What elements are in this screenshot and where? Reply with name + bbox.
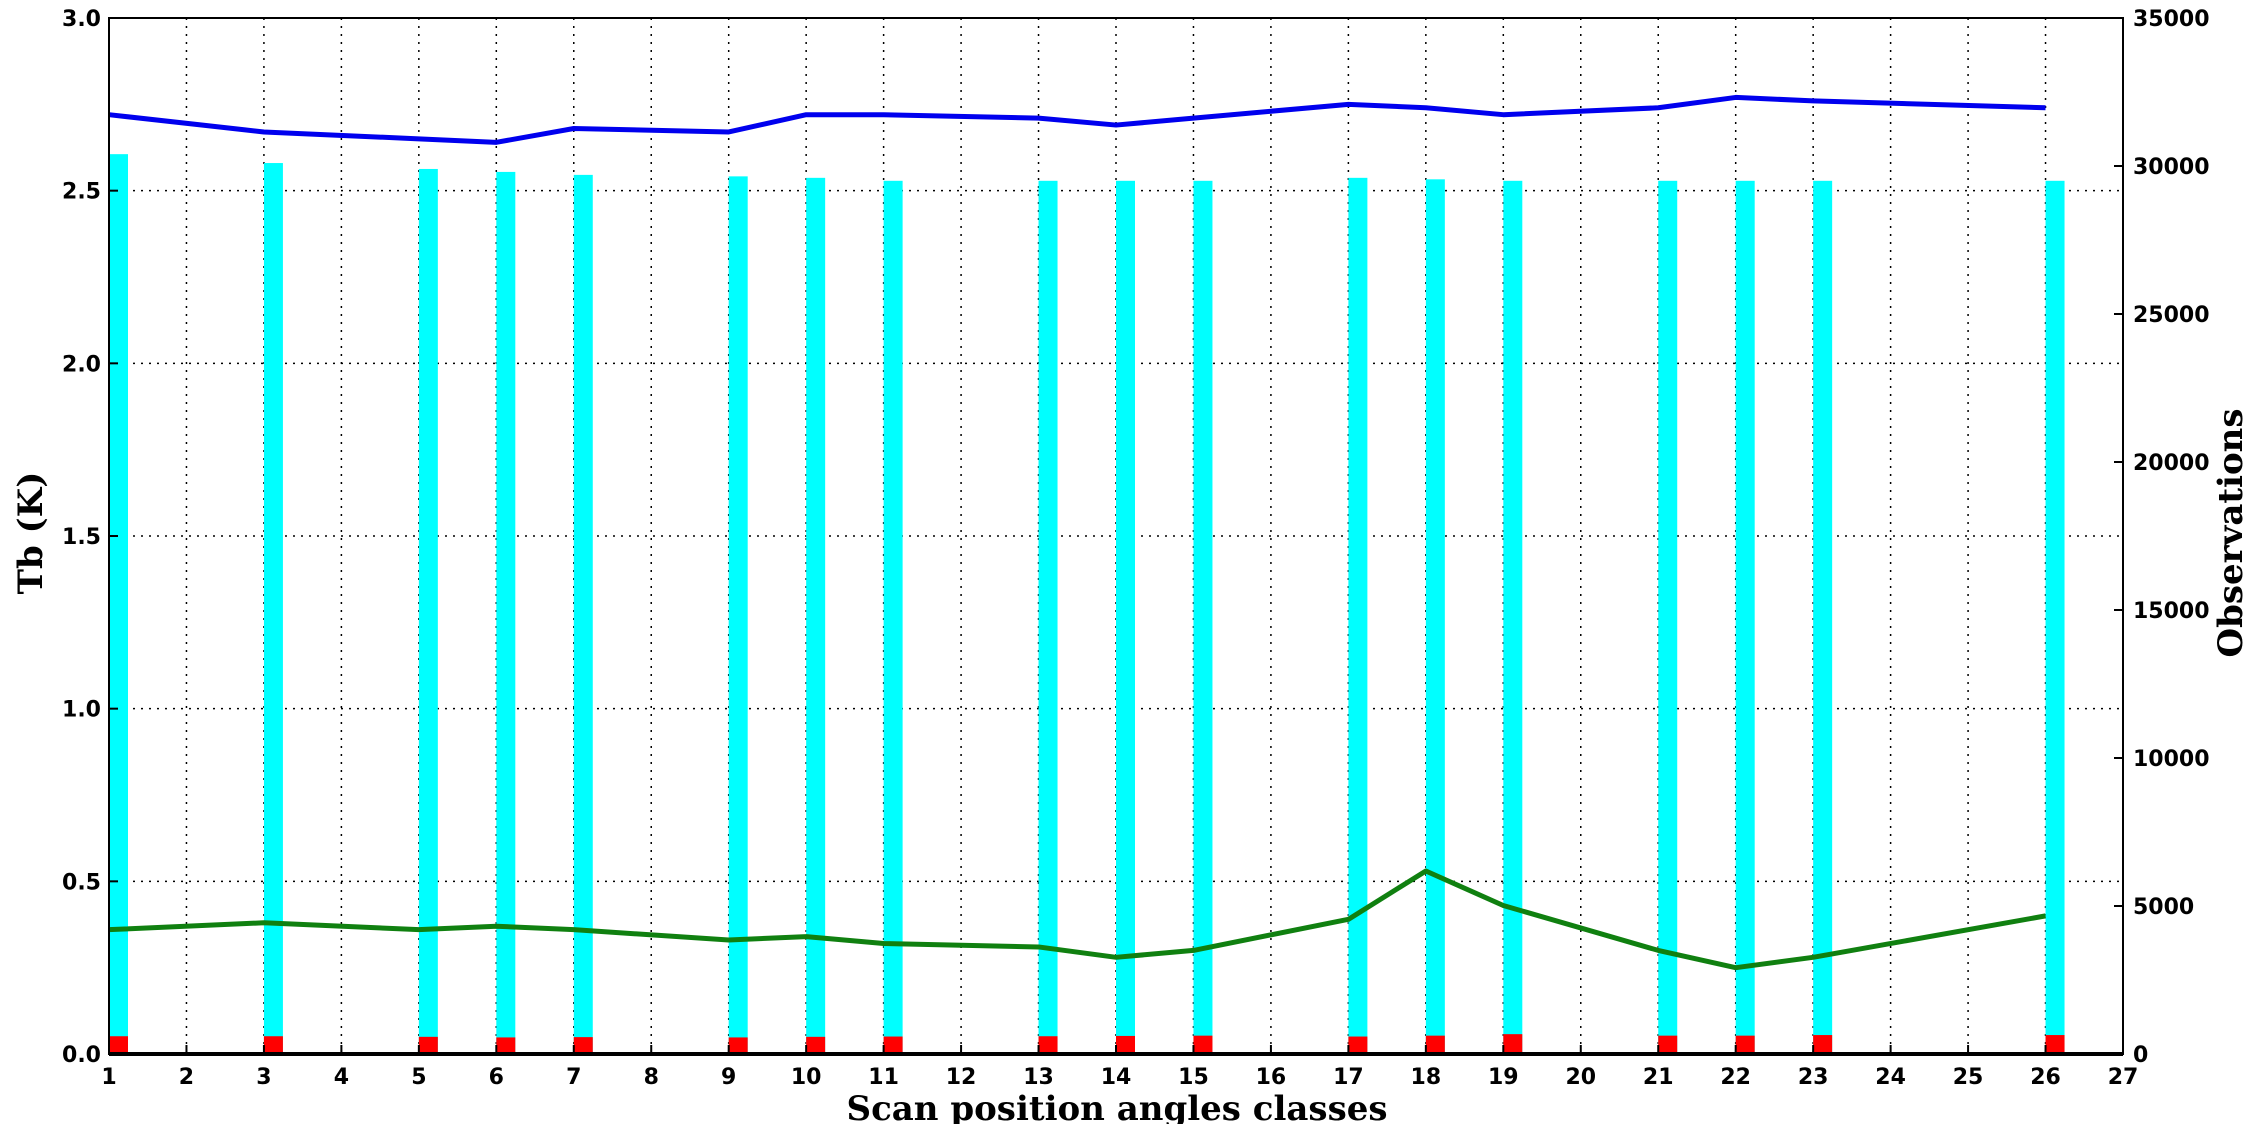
bar-series-0-10 [806, 177, 826, 1055]
x-tick-label: 3 [256, 1065, 271, 1090]
x-tick-label: 6 [489, 1065, 504, 1090]
bar-series-0-6 [496, 171, 516, 1055]
x-tick-label: 7 [566, 1065, 581, 1090]
x-axis-title: Scan position angles classes [847, 1089, 1388, 1124]
bar-series-0-15 [1193, 180, 1213, 1055]
bar-series-0-13 [1038, 180, 1058, 1055]
y-left-axis-title: Tb (K) [11, 472, 51, 595]
bar-series-0-26 [2045, 180, 2065, 1055]
bar-series-1-10 [806, 1036, 826, 1054]
x-tick-labels: 1 2 3 4 5 6 7 8 9 10 11 12 13 14 15 16 17 18 19 20 21 22 23 24 2… [101, 1065, 2138, 1090]
x-tick-label: 19 [1488, 1065, 1519, 1090]
bar-series-0-1 [109, 154, 128, 1054]
bar-series-0-7 [573, 174, 593, 1054]
y2-tick-label: 25000 [2133, 303, 2210, 328]
x-tick-label: 15 [1178, 1065, 1209, 1090]
y2-tick-label: 10000 [2133, 747, 2210, 772]
bar-series-0-17 [1348, 177, 1368, 1055]
y-right-axis-title: Observations [2211, 408, 2251, 657]
line-series-1 [108, 868, 2046, 971]
bar-series-1-13 [1038, 1036, 1058, 1054]
x-tick-label: 21 [1643, 1065, 1674, 1090]
y-tick-label: 2.5 [62, 180, 101, 205]
bar-series-1-15 [1193, 1035, 1213, 1054]
bar-series-0-19 [1503, 180, 1523, 1055]
x-tick-label: 26 [2030, 1065, 2061, 1090]
bar-series-1-18 [1425, 1035, 1445, 1054]
line-series-group [108, 94, 2046, 971]
y-right-tick-labels: 0 5000 10000 15000 20000 25000 30000 35000 [2133, 7, 2210, 1068]
x-tick-label: 1 [101, 1065, 116, 1090]
x-tick-label: 4 [334, 1065, 349, 1090]
bar-series-0-14 [1116, 180, 1135, 1055]
y-tick-label: 0.0 [62, 1043, 101, 1068]
bar-series-1-21 [1658, 1035, 1678, 1054]
x-tick-label: 16 [1256, 1065, 1287, 1090]
y2-tick-label: 0 [2133, 1043, 2148, 1068]
bar-series-1-19 [1503, 1034, 1523, 1054]
x-tick-label: 5 [411, 1065, 426, 1090]
x-tick-label: 25 [1953, 1065, 1984, 1090]
x-tick-label: 24 [1875, 1065, 1906, 1090]
bar-series-1-3 [263, 1036, 283, 1054]
x-tick-label: 8 [644, 1065, 659, 1090]
y-tick-label: 1.5 [62, 525, 101, 550]
bar-series-1-23 [1813, 1035, 1833, 1054]
bar-series-1-11 [883, 1036, 903, 1054]
y2-tick-label: 5000 [2133, 895, 2194, 920]
x-tick-label: 27 [2108, 1065, 2139, 1090]
x-tick-label: 12 [946, 1065, 977, 1090]
bar-series-0-11 [883, 180, 903, 1055]
bar-series-0-3 [263, 163, 283, 1055]
y2-tick-label: 20000 [2133, 451, 2210, 476]
bar-series-1-17 [1348, 1036, 1368, 1054]
x-tick-label: 22 [1720, 1065, 1751, 1090]
bar-series-1-7 [573, 1037, 593, 1054]
bar-series-0-5 [418, 168, 438, 1054]
x-tick-label: 9 [721, 1065, 736, 1090]
x-tick-label: 18 [1411, 1065, 1442, 1090]
y-tick-label: 0.5 [62, 870, 101, 895]
bar-series-1-5 [418, 1036, 438, 1054]
x-tick-label: 17 [1333, 1065, 1364, 1090]
axes-group [108, 17, 2124, 1056]
bar-series-1-14 [1116, 1035, 1135, 1054]
x-tick-label: 14 [1101, 1065, 1132, 1090]
bar-series-group [109, 154, 2065, 1055]
bar-series-0-18 [1425, 179, 1445, 1054]
bar-series-1-22 [1735, 1035, 1755, 1054]
bar-series-1-6 [496, 1037, 516, 1054]
bar-series-0-21 [1658, 180, 1678, 1055]
y2-tick-label: 30000 [2133, 155, 2210, 180]
y-left-tick-labels: 0.0 0.5 1.0 1.5 2.0 2.5 3.0 [62, 7, 101, 1068]
x-tick-label: 10 [791, 1065, 822, 1090]
y-tick-label: 2.0 [62, 352, 101, 377]
x-tick-label: 13 [1023, 1065, 1054, 1090]
y-tick-label: 1.0 [62, 698, 101, 723]
x-tick-label: 23 [1798, 1065, 1829, 1090]
x-tick-label: 11 [868, 1065, 899, 1090]
bar-series-0-23 [1813, 180, 1833, 1055]
bar-series-1-9 [728, 1037, 748, 1054]
y2-tick-label: 35000 [2133, 7, 2210, 32]
bar-series-1-26 [2045, 1035, 2065, 1054]
x-tick-label: 20 [1565, 1065, 1596, 1090]
bar-series-0-9 [728, 176, 748, 1055]
y-tick-label: 3.0 [62, 7, 101, 32]
y2-tick-label: 15000 [2133, 599, 2210, 624]
bar-series-1-1 [109, 1036, 128, 1054]
x-tick-label: 2 [179, 1065, 194, 1090]
bar-series-0-22 [1735, 180, 1755, 1055]
line-series-0 [108, 94, 2046, 145]
